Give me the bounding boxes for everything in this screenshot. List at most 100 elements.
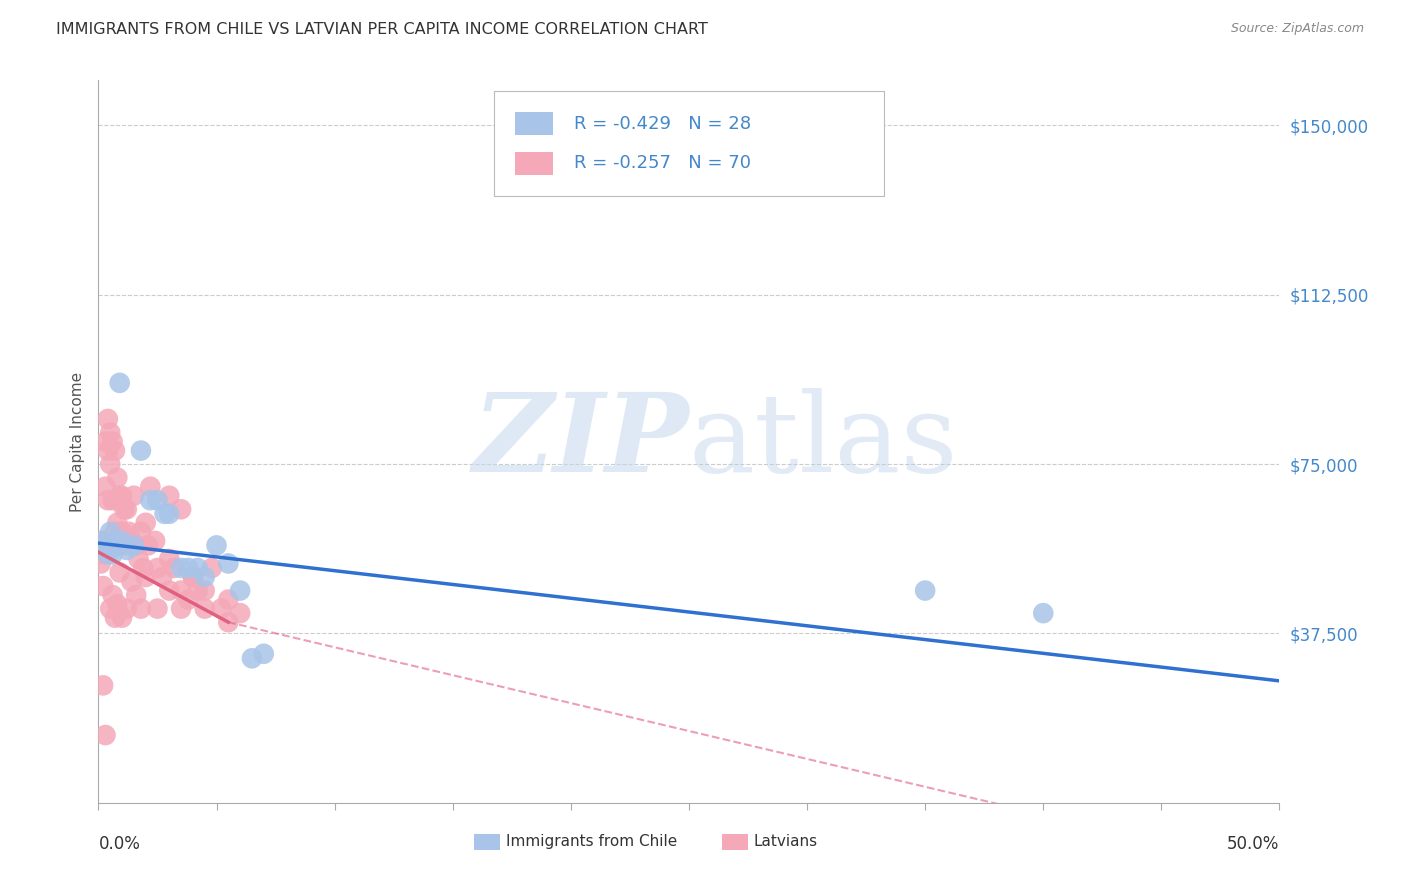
Point (129, 443, 152, 458)
Point (157, 583, 180, 598)
Point (97, 412, 120, 426)
Point (98, 425, 121, 440)
Point (105, 470, 128, 484)
Y-axis label: Per Capita Income: Per Capita Income (69, 371, 84, 512)
Text: IMMIGRANTS FROM CHILE VS LATVIAN PER CAPITA INCOME CORRELATION CHART: IMMIGRANTS FROM CHILE VS LATVIAN PER CAP… (56, 22, 709, 37)
Point (229, 583, 252, 598)
Point (94, 434, 117, 449)
Point (209, 601, 232, 615)
Point (111, 610, 134, 624)
Point (121, 533, 143, 548)
Text: atlas: atlas (689, 388, 959, 495)
Point (181, 570, 204, 584)
Point (91, 678, 114, 692)
Bar (516, 112, 553, 136)
Point (187, 561, 209, 575)
Point (94, 728, 117, 742)
Point (97, 443, 120, 458)
Point (105, 538, 128, 552)
Point (98, 457, 121, 471)
Point (91, 579, 114, 593)
Point (115, 542, 138, 557)
Point (97, 548, 120, 562)
Text: R = -0.429   N = 28: R = -0.429 N = 28 (575, 115, 751, 133)
Point (101, 493, 124, 508)
Point (146, 601, 169, 615)
Point (201, 561, 224, 575)
Bar (516, 152, 553, 175)
Point (108, 376, 131, 390)
Point (97, 493, 120, 508)
Point (217, 615, 239, 630)
Point (143, 533, 166, 548)
Point (157, 489, 180, 503)
Point (104, 533, 127, 548)
Text: ZIP: ZIP (472, 388, 689, 495)
Point (94, 480, 117, 494)
Point (240, 651, 263, 665)
Point (129, 601, 152, 615)
Point (90, 533, 112, 548)
Point (128, 552, 150, 566)
Point (187, 583, 209, 598)
Text: 50.0%: 50.0% (1227, 835, 1279, 854)
Point (115, 502, 138, 516)
Point (194, 583, 217, 598)
Point (194, 601, 217, 615)
Bar (474, 834, 501, 850)
Text: Source: ZipAtlas.com: Source: ZipAtlas.com (1230, 22, 1364, 36)
Point (122, 538, 145, 552)
Text: R = -0.257   N = 70: R = -0.257 N = 70 (575, 154, 751, 172)
Text: 0.0%: 0.0% (98, 835, 141, 854)
Point (139, 480, 162, 494)
Point (125, 538, 148, 552)
Point (150, 570, 173, 584)
Point (115, 538, 138, 552)
Point (132, 561, 155, 575)
Point (94, 542, 117, 557)
Point (108, 566, 131, 580)
Point (135, 516, 157, 530)
Point (105, 516, 128, 530)
Point (115, 601, 138, 615)
Point (1032, 606, 1054, 620)
Point (111, 533, 134, 548)
Point (121, 574, 143, 589)
Point (170, 561, 193, 575)
Point (157, 507, 180, 521)
FancyBboxPatch shape (494, 91, 884, 196)
Point (98, 601, 121, 615)
Point (157, 552, 180, 566)
Point (177, 592, 200, 607)
Text: Latvians: Latvians (754, 834, 818, 849)
Point (146, 493, 169, 508)
Point (90, 557, 112, 571)
Point (111, 524, 134, 539)
Point (229, 606, 252, 620)
Point (111, 489, 134, 503)
Point (253, 647, 276, 661)
Point (101, 588, 124, 602)
Point (135, 570, 157, 584)
Point (91, 533, 114, 548)
Point (90, 538, 112, 552)
Point (177, 561, 200, 575)
Point (146, 561, 169, 575)
Point (194, 570, 217, 584)
Point (914, 583, 936, 598)
Point (105, 597, 128, 611)
Point (122, 489, 145, 503)
Point (163, 561, 186, 575)
Point (98, 524, 121, 539)
Point (181, 570, 204, 584)
Text: Immigrants from Chile: Immigrants from Chile (506, 834, 678, 849)
Point (205, 538, 228, 552)
Point (91, 548, 114, 562)
Point (118, 524, 141, 539)
Point (101, 434, 124, 449)
Point (170, 601, 193, 615)
Point (104, 524, 127, 539)
Point (153, 507, 176, 521)
Point (217, 557, 239, 571)
Point (217, 592, 239, 607)
